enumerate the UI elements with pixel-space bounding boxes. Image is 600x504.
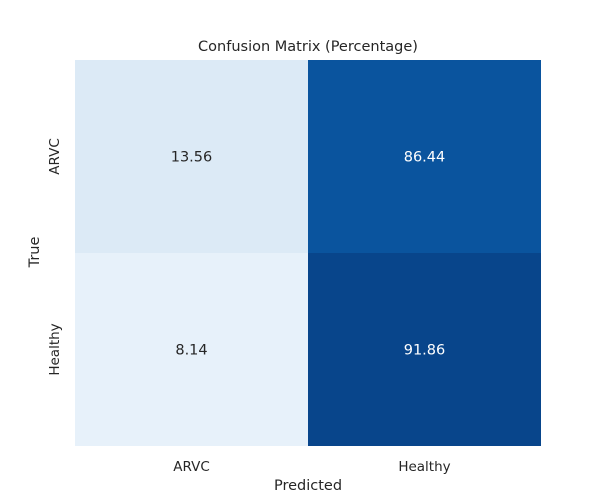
- cell-value-label-0-1: 86.44: [404, 150, 446, 166]
- cell-value-label-1-0: 8.14: [175, 343, 207, 359]
- x-tick-labels: ARVC Healthy: [173, 459, 450, 475]
- x-tick-label-arvc: ARVC: [173, 459, 210, 475]
- x-tick-label-healthy: Healthy: [398, 459, 450, 475]
- cell-value-label-1-1: 91.86: [404, 343, 446, 359]
- heatmap-cell-1-0: [75, 253, 308, 446]
- y-axis-label: True: [27, 237, 43, 269]
- chart-title: Confusion Matrix (Percentage): [198, 39, 418, 55]
- cell-value-label-0-0: 13.56: [171, 150, 213, 166]
- heatmap-cells: [75, 60, 541, 446]
- heatmap-cell-0-1: [308, 60, 541, 253]
- y-tick-label-arvc: ARVC: [47, 138, 63, 175]
- x-axis-label: Predicted: [274, 478, 342, 494]
- heatmap-cell-labels: 13.56 86.44 8.14 91.86: [171, 150, 446, 359]
- y-tick-labels: ARVC Healthy: [47, 138, 63, 375]
- heatmap-cell-0-0: [75, 60, 308, 253]
- y-tick-label-healthy: Healthy: [47, 323, 63, 375]
- heatmap-cell-1-1: [308, 253, 541, 446]
